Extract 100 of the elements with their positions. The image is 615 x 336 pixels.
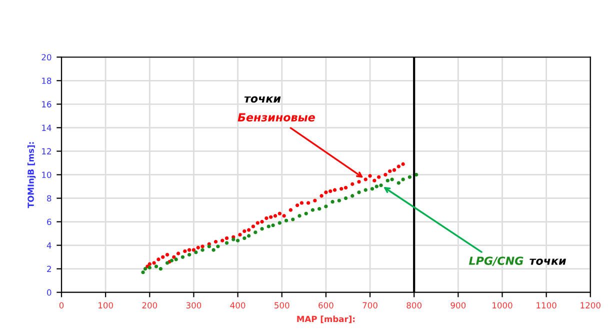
point [388,169,392,174]
point [330,200,334,204]
point [295,203,300,208]
point [300,201,304,205]
point [408,175,412,179]
annotation: точки [530,258,566,265]
x-tick-label: 1200 [580,302,600,308]
y-tick-label: 6 [47,218,52,226]
point [357,190,361,194]
point [324,204,328,208]
point [350,182,354,186]
point [396,181,401,185]
point [396,164,401,168]
point [214,240,218,244]
x-tick-label: 0 [59,302,64,308]
point [386,178,390,182]
point [370,186,374,191]
point [172,255,176,259]
point [254,230,258,234]
point [269,215,273,219]
point [379,183,383,188]
y-tick-label: 14 [42,124,52,131]
point [187,252,192,257]
point [344,186,348,190]
point [278,212,282,216]
x-tick-label: 800 [406,302,422,308]
point [194,250,198,254]
point [384,172,388,177]
point [256,221,260,225]
x-tick-label: 1000 [492,302,512,308]
annotation: точки [244,96,281,103]
point [332,188,337,192]
point [246,234,251,238]
point [313,198,317,202]
x-tick-label: 200 [142,302,158,308]
point [165,261,170,265]
annotation: Бензиновые [238,113,315,122]
point [158,266,163,271]
point [260,226,264,231]
point [282,214,286,218]
x-tick-label: 100 [98,302,113,308]
x-tick-label: 300 [186,302,202,308]
point [236,238,240,242]
point [390,178,394,182]
point [180,255,185,259]
point [328,189,332,194]
point [368,174,372,178]
point [170,258,174,262]
point [377,175,381,179]
point [364,178,368,182]
point [264,216,268,220]
y-tick-label: 12 [42,148,51,154]
point [196,246,200,250]
point [340,186,344,191]
point [306,201,310,205]
point [260,220,264,224]
y-tick-label: 16 [42,101,52,108]
x-tick-label: 900 [450,302,466,308]
point [174,258,178,262]
point [156,258,160,262]
point [141,270,145,274]
x-tick-label: 700 [362,302,378,308]
point [212,248,216,252]
point [310,208,315,212]
point [357,180,361,184]
point [224,241,229,245]
x-tick-label: 400 [230,302,246,308]
point [232,238,236,242]
point [344,196,348,200]
point [284,218,288,222]
point [220,238,224,242]
point [207,244,211,248]
point [200,244,204,248]
y-tick-label: 10 [42,172,52,178]
point [337,198,342,202]
point [318,206,322,211]
point [224,236,229,240]
point [278,221,282,225]
point [401,162,405,166]
point [304,212,308,216]
x-tick-label: 500 [274,302,290,308]
y-tick-label: 0 [47,289,52,296]
point [154,264,158,268]
y-tick-label: 4 [46,242,52,248]
point [152,261,156,265]
point [291,218,295,222]
point [187,248,192,252]
point [350,194,354,198]
x-tick-label: 1100 [536,302,556,308]
point [165,252,170,257]
point [374,184,378,188]
y-tick-label: 8 [47,195,52,202]
point [238,232,242,237]
point [242,229,246,234]
point [176,252,180,256]
point [392,168,396,172]
point [246,228,251,232]
point [161,255,165,259]
point [242,236,246,240]
point [320,194,324,198]
